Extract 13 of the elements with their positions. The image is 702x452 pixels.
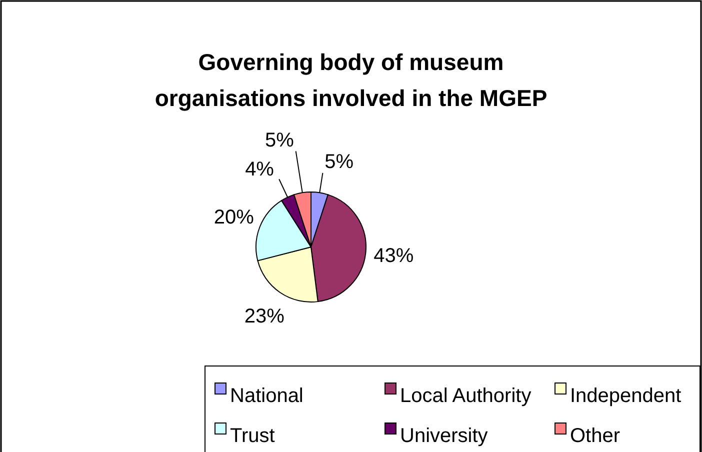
- chart-title: Governing body of museum organisations involved in the MGEP: [154, 49, 548, 112]
- data-label: 20%: [214, 206, 254, 228]
- legend-label: Trust: [230, 425, 276, 447]
- data-label: 23%: [244, 306, 285, 328]
- data-label: 5%: [324, 151, 354, 174]
- data-label: 4%: [245, 158, 274, 180]
- legend-label: Local Authority: [400, 385, 532, 407]
- legend-label: University: [400, 425, 488, 447]
- data-label: 43%: [374, 244, 414, 267]
- legend-label: National: [230, 385, 304, 407]
- legend-label: Other: [570, 425, 620, 447]
- data-label: 5%: [265, 129, 294, 152]
- legend-label: Independent: [570, 385, 682, 407]
